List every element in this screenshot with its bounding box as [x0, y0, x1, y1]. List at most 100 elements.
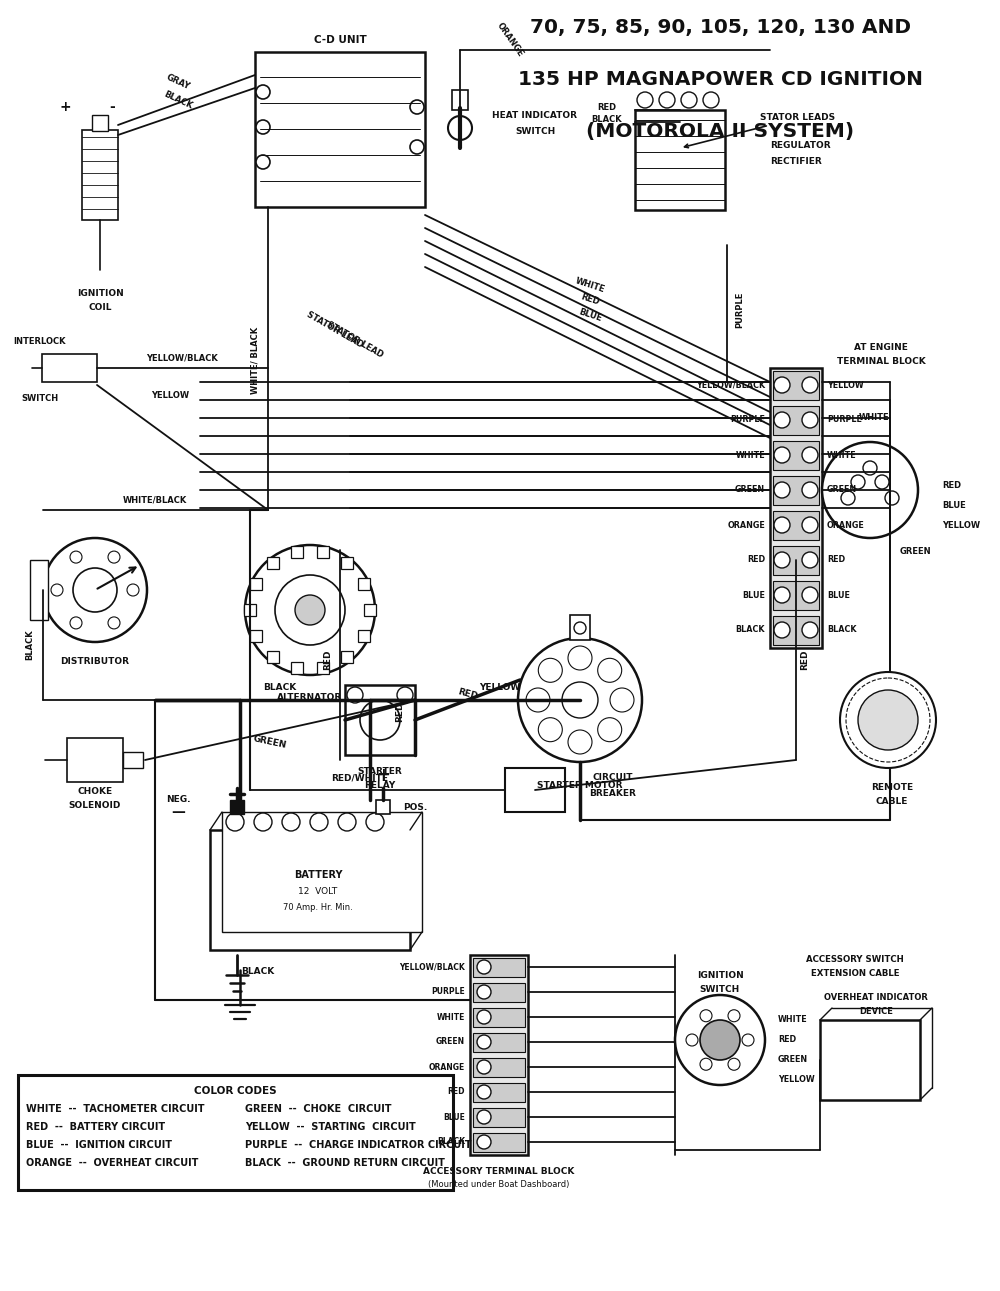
Circle shape: [562, 682, 598, 718]
Circle shape: [275, 574, 345, 646]
Text: WHITE: WHITE: [859, 413, 889, 422]
Text: STARTER MOTOR: STARTER MOTOR: [537, 781, 623, 790]
Text: ORANGE: ORANGE: [429, 1062, 465, 1072]
Text: WHITE: WHITE: [735, 451, 765, 460]
Bar: [123, 751, 143, 768]
Circle shape: [774, 516, 790, 533]
Text: YELLOW: YELLOW: [151, 390, 189, 399]
Circle shape: [885, 491, 899, 505]
Circle shape: [477, 961, 491, 973]
Circle shape: [410, 99, 424, 114]
Circle shape: [686, 1034, 698, 1046]
Circle shape: [851, 475, 865, 489]
Text: BLACK: BLACK: [241, 967, 275, 976]
Circle shape: [863, 461, 877, 475]
Text: ACCESSORY TERMINAL BLOCK: ACCESSORY TERMINAL BLOCK: [423, 1167, 575, 1176]
Circle shape: [477, 1084, 491, 1099]
Bar: [210, 830, 410, 950]
Text: BLACK: BLACK: [827, 626, 856, 634]
Text: DISTRIBUTOR: DISTRIBUTOR: [60, 657, 130, 666]
Circle shape: [700, 1059, 712, 1070]
Circle shape: [477, 1010, 491, 1024]
Text: BLUE: BLUE: [827, 590, 850, 599]
Bar: [773, 511, 819, 540]
Text: WHITE: WHITE: [574, 276, 606, 294]
Text: ORANGE: ORANGE: [827, 520, 865, 529]
Circle shape: [703, 92, 719, 108]
Text: SWITCH: SWITCH: [700, 985, 740, 994]
Bar: [773, 442, 819, 470]
Circle shape: [858, 689, 918, 750]
Circle shape: [256, 120, 270, 134]
Circle shape: [347, 687, 363, 704]
Text: RED/WHITE: RED/WHITE: [332, 773, 388, 782]
Text: WHITE: WHITE: [827, 451, 857, 460]
Text: ACCESSORY SWITCH: ACCESSORY SWITCH: [806, 955, 904, 964]
Circle shape: [410, 139, 424, 154]
Bar: [255, 52, 425, 207]
Circle shape: [574, 622, 586, 634]
Bar: [473, 982, 525, 1002]
Bar: [345, 686, 415, 755]
Bar: [773, 476, 819, 505]
Bar: [358, 578, 370, 590]
Text: BLACK: BLACK: [592, 115, 622, 124]
Text: RED: RED: [597, 103, 617, 112]
Text: BLUE: BLUE: [942, 501, 966, 510]
Text: C-D UNIT: C-D UNIT: [314, 35, 366, 45]
Bar: [473, 958, 525, 977]
Text: YELLOW: YELLOW: [778, 1075, 815, 1084]
Bar: [317, 662, 329, 674]
Circle shape: [108, 617, 120, 629]
Text: (Mounted under Boat Dashboard): (Mounted under Boat Dashboard): [428, 1180, 570, 1189]
Circle shape: [802, 516, 818, 533]
Circle shape: [774, 622, 790, 638]
Text: OVERHEAT INDICATOR: OVERHEAT INDICATOR: [824, 994, 928, 1003]
Circle shape: [728, 1010, 740, 1021]
Text: RED: RED: [324, 649, 332, 670]
Text: RED: RED: [942, 480, 961, 489]
Circle shape: [70, 551, 82, 563]
Text: 135 HP MAGNAPOWER CD IGNITION: 135 HP MAGNAPOWER CD IGNITION: [518, 70, 922, 89]
Text: SWITCH: SWITCH: [21, 394, 59, 403]
Text: EXTENSION CABLE: EXTENSION CABLE: [811, 970, 899, 979]
Circle shape: [802, 377, 818, 392]
Text: BLACK  --  GROUND RETURN CIRCUIT: BLACK -- GROUND RETURN CIRCUIT: [245, 1158, 445, 1168]
Bar: [267, 651, 279, 662]
Circle shape: [742, 1034, 754, 1046]
Bar: [773, 371, 819, 400]
Text: WHITE/ BLACK: WHITE/ BLACK: [250, 327, 260, 394]
Circle shape: [256, 85, 270, 99]
Bar: [222, 812, 422, 932]
Bar: [230, 800, 244, 815]
Text: RECTIFIER: RECTIFIER: [770, 156, 822, 165]
Text: STATOR LEAD: STATOR LEAD: [325, 320, 385, 360]
Circle shape: [256, 155, 270, 169]
Text: BLACK: BLACK: [26, 630, 34, 660]
Circle shape: [397, 687, 413, 704]
Text: COIL: COIL: [88, 302, 112, 311]
Circle shape: [568, 729, 592, 754]
Circle shape: [598, 658, 622, 683]
Circle shape: [295, 595, 325, 625]
Circle shape: [610, 688, 634, 713]
Text: 12  VOLT: 12 VOLT: [298, 887, 338, 896]
Text: BLUE: BLUE: [577, 307, 603, 323]
Circle shape: [841, 491, 855, 505]
Text: BREAKER: BREAKER: [590, 790, 636, 799]
Text: WHITE: WHITE: [437, 1012, 465, 1021]
Text: PURPLE: PURPLE: [827, 416, 862, 425]
Circle shape: [448, 116, 472, 139]
Text: ORANGE: ORANGE: [495, 21, 525, 59]
Text: POS.: POS.: [403, 803, 427, 812]
Circle shape: [802, 622, 818, 638]
Circle shape: [700, 1020, 740, 1060]
Bar: [773, 616, 819, 646]
Circle shape: [477, 985, 491, 999]
Circle shape: [875, 475, 889, 489]
Circle shape: [360, 700, 400, 740]
Text: YELLOW: YELLOW: [827, 381, 864, 390]
Text: ORANGE  --  OVERHEAT CIRCUIT: ORANGE -- OVERHEAT CIRCUIT: [26, 1158, 198, 1168]
Bar: [18, 1075, 453, 1190]
Text: GREEN: GREEN: [252, 735, 288, 750]
